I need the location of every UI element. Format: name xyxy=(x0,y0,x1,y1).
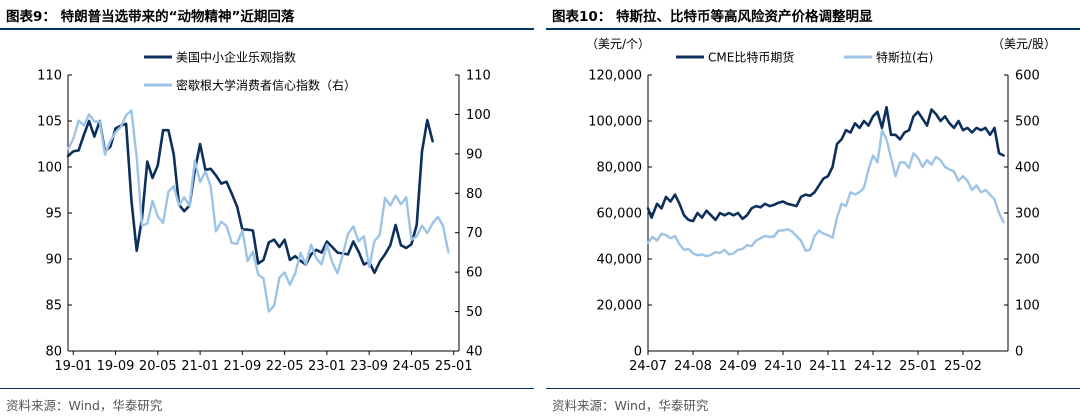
x-tick-label: 20-05 xyxy=(139,359,177,374)
y-tick-label-left: 40,000 xyxy=(597,253,643,268)
y-tick-label-right: 40 xyxy=(466,345,483,360)
y-tick-label-right: 50 xyxy=(466,305,483,320)
y-tick-label-right: 80 xyxy=(466,187,483,202)
x-tick-label: 24-08 xyxy=(674,359,712,374)
x-tick-label: 24-10 xyxy=(764,359,802,374)
x-tick-label: 25-01 xyxy=(435,359,473,374)
x-tick-label: 19-09 xyxy=(97,359,135,374)
legend-label-2: 特斯拉(右) xyxy=(876,50,933,65)
x-tick-label: 24-09 xyxy=(719,359,757,374)
y-tick-label-right: 100 xyxy=(1015,299,1040,314)
y-tick-label-left: 20,000 xyxy=(597,299,643,314)
series-line-2 xyxy=(66,109,450,313)
y-tick-label-left: 100,000 xyxy=(588,115,642,130)
x-tick-label: 24-05 xyxy=(393,359,431,374)
series-line-1 xyxy=(646,105,1005,223)
y-tick-label-right: 100 xyxy=(466,108,491,123)
y-tick-label-left: 110 xyxy=(37,69,62,84)
x-tick-label: 25-01 xyxy=(899,359,937,374)
legend-label-1: CME比特币期货 xyxy=(708,50,794,65)
chart-panel-left: 图表9： 特朗普当选带来的“动物精神”近期回落 110 105 100 95 90 85 8… xyxy=(0,0,534,417)
x-tick-label: 25-02 xyxy=(944,359,982,374)
chart-title-bar: 图表9： 特朗普当选带来的“动物精神”近期回落 xyxy=(0,0,534,30)
y-tick-label-left: 85 xyxy=(45,299,62,314)
y-tick-label-right: 90 xyxy=(466,147,483,162)
source-note: 资料来源：Wind，华泰研究 xyxy=(552,398,709,413)
chart-title: 图表10： 特斯拉、比特币等高风险资产价格调整明显 xyxy=(552,9,873,25)
x-tick-label: 23-09 xyxy=(350,359,388,374)
y-tick-label-right: 60 xyxy=(466,266,483,281)
series-line-1 xyxy=(66,118,434,275)
legend-label-2: 密歇根大学消费者信心指数（右） xyxy=(176,78,356,93)
y-tick-label-right: 300 xyxy=(1015,207,1040,222)
line-chart-right: 120,000 100,000 80,000 60,000 40,000 20,000 0 6… xyxy=(586,37,1056,374)
chart-title-bar: 图表10： 特斯拉、比特币等高风险资产价格调整明显 xyxy=(546,0,1080,30)
y-tick-label-right: 110 xyxy=(466,69,491,84)
x-tick-label: 24-11 xyxy=(809,359,847,374)
y-tick-label-left: 95 xyxy=(45,207,62,222)
y-tick-label-left: 105 xyxy=(37,115,62,130)
x-tick-label: 21-01 xyxy=(181,359,219,374)
y-tick-label-right: 400 xyxy=(1015,161,1040,176)
y-axis-unit-left: （美元/个） xyxy=(586,37,650,51)
x-tick-label: 21-09 xyxy=(223,359,261,374)
y-tick-label-left: 100 xyxy=(37,161,62,176)
legend-label-1: 美国中小企业乐观指数 xyxy=(176,50,296,65)
source-note: 资料来源：Wind，华泰研究 xyxy=(6,398,163,413)
y-tick-label-right: 70 xyxy=(466,226,483,241)
y-tick-label-right: 200 xyxy=(1015,253,1040,268)
x-tick-label: 23-01 xyxy=(308,359,346,374)
line-chart-left: 110 105 100 95 90 85 80 110 100 90 80 70 60 50 40 19-01… xyxy=(37,50,491,375)
y-tick-label-left: 80,000 xyxy=(597,161,643,176)
x-tick-label: 24-12 xyxy=(854,359,892,374)
y-tick-label-right: 500 xyxy=(1015,115,1040,130)
y-tick-label-left: 90 xyxy=(45,253,62,268)
x-tick-label: 19-01 xyxy=(54,359,92,374)
source-bar: 资料来源：Wind，华泰研究 xyxy=(0,388,534,417)
x-tick-label: 24-07 xyxy=(629,359,667,374)
x-tick-label: 22-05 xyxy=(266,359,304,374)
y-tick-label-left: 80 xyxy=(45,345,62,360)
source-bar: 资料来源：Wind，华泰研究 xyxy=(546,388,1080,417)
y-tick-label-right: 600 xyxy=(1015,69,1040,84)
y-tick-label-left: 60,000 xyxy=(597,207,643,222)
y-axis-unit-right: （美元/股） xyxy=(992,37,1056,51)
chart-title: 图表9： 特朗普当选带来的“动物精神”近期回落 xyxy=(6,9,295,25)
y-tick-label-left: 0 xyxy=(634,345,642,360)
chart-panel-right: 图表10： 特斯拉、比特币等高风险资产价格调整明显 120,000 100,000… xyxy=(546,0,1080,417)
y-tick-label-left: 120,000 xyxy=(588,69,642,84)
series-line-2 xyxy=(646,129,1005,258)
y-tick-label-right: 0 xyxy=(1015,345,1023,360)
